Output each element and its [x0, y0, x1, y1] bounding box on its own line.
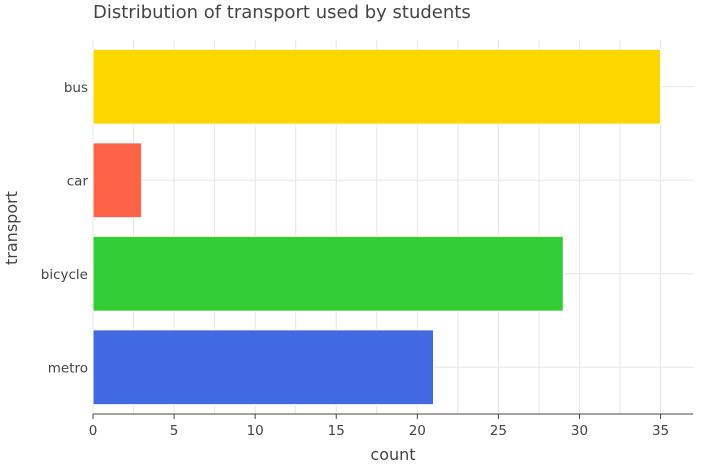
bar-car	[92, 142, 143, 219]
x-tick-label: 10	[247, 423, 264, 439]
x-tick-label: 5	[170, 423, 179, 439]
category-label: bus	[64, 80, 88, 96]
y-axis-title: transport	[2, 191, 21, 265]
bars	[92, 48, 662, 406]
x-axis-title: count	[370, 445, 415, 464]
chart-title: Distribution of transport used by studen…	[93, 2, 471, 23]
category-label: metro	[48, 360, 88, 376]
category-label: bicycle	[41, 267, 88, 283]
x-tick-label: 0	[89, 423, 98, 439]
category-label: car	[67, 173, 89, 189]
x-axis: 0 5 10 15 20 25 30 35	[89, 413, 693, 439]
x-tick-label: 15	[328, 423, 345, 439]
bar-bus	[92, 48, 662, 125]
x-tick-label: 20	[409, 423, 426, 439]
y-axis-labels: bus car bicycle metro	[41, 80, 89, 377]
bar-bicycle	[92, 235, 564, 312]
x-tick-label: 35	[652, 423, 669, 439]
x-tick-label: 30	[571, 423, 588, 439]
x-tick-label: 25	[490, 423, 507, 439]
bar-metro	[92, 329, 435, 406]
